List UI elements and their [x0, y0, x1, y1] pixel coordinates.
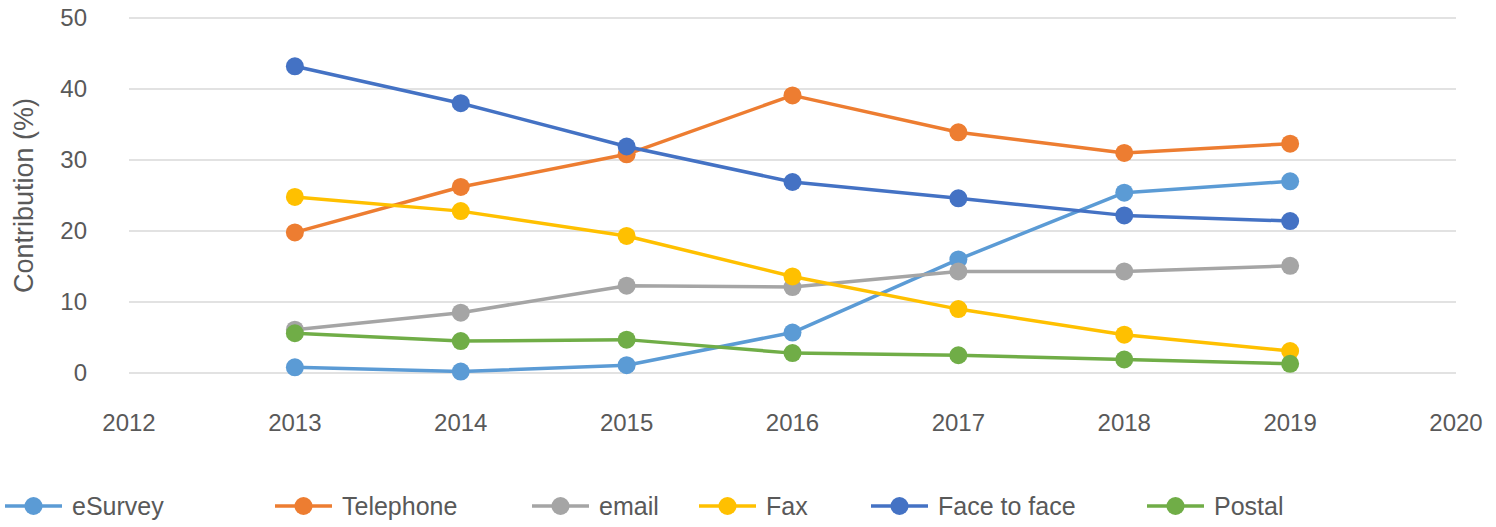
- data-point: [949, 189, 967, 207]
- data-point: [618, 227, 636, 245]
- data-point: [286, 188, 304, 206]
- x-tick-label: 2019: [1263, 409, 1316, 436]
- data-point: [452, 304, 470, 322]
- data-point: [618, 138, 636, 156]
- data-point: [452, 94, 470, 112]
- x-tick-label: 2020: [1429, 409, 1482, 436]
- series-line: [295, 95, 1290, 232]
- grid-line: [129, 372, 1456, 374]
- data-point: [949, 262, 967, 280]
- data-point: [949, 123, 967, 141]
- legend-label: email: [599, 492, 659, 520]
- series-line: [295, 66, 1290, 221]
- x-tick-label: 2016: [766, 409, 819, 436]
- series: [286, 188, 1299, 360]
- y-tick-label: 20: [60, 217, 87, 244]
- series-line: [295, 181, 1290, 371]
- data-point: [286, 223, 304, 241]
- legend-item: eSurvey: [5, 492, 164, 520]
- data-point: [452, 202, 470, 220]
- data-point: [1281, 172, 1299, 190]
- data-point: [1115, 326, 1133, 344]
- legend-label: Face to face: [938, 492, 1076, 520]
- series-line: [295, 333, 1290, 364]
- data-point: [618, 277, 636, 295]
- x-tick-label: 2018: [1098, 409, 1151, 436]
- legend-marker: [891, 497, 909, 515]
- legend-label: Fax: [766, 492, 808, 520]
- legend-item: Face to face: [871, 492, 1076, 520]
- data-point: [452, 178, 470, 196]
- legend: eSurvey Telephone email Fax Face to face Post…: [5, 492, 1283, 520]
- y-tick-label: 0: [74, 359, 87, 386]
- legend-item: Telephone: [275, 492, 457, 520]
- data-point: [784, 267, 802, 285]
- legend-label: Telephone: [342, 492, 457, 520]
- x-tick-label: 2012: [102, 409, 155, 436]
- series: [286, 57, 1299, 230]
- data-point: [1115, 351, 1133, 369]
- series: [286, 257, 1299, 339]
- x-tick-label: 2013: [268, 409, 321, 436]
- data-point: [1115, 206, 1133, 224]
- grid-line: [129, 301, 1456, 303]
- y-tick-label: 40: [60, 75, 87, 102]
- data-point: [286, 57, 304, 75]
- data-point: [949, 300, 967, 318]
- legend-marker: [719, 497, 737, 515]
- chart-svg: 0 10 20 30 40 50 2012 2013 2014 2015 2016 2017 2018 2…: [0, 0, 1496, 527]
- chart-container: 0 10 20 30 40 50 2012 2013 2014 2015 2016 2017 2018 2…: [0, 0, 1496, 527]
- data-point: [618, 356, 636, 374]
- grid-line: [129, 17, 1456, 19]
- data-point: [1115, 184, 1133, 202]
- legend-marker: [295, 497, 313, 515]
- data-point: [618, 331, 636, 349]
- data-point: [949, 346, 967, 364]
- legend-item: email: [532, 492, 659, 520]
- series: [286, 172, 1299, 380]
- x-tick-label: 2017: [932, 409, 985, 436]
- data-point: [784, 344, 802, 362]
- legend-item: Postal: [1147, 492, 1283, 520]
- legend-label: Postal: [1214, 492, 1283, 520]
- series: [286, 86, 1299, 241]
- data-point: [1115, 262, 1133, 280]
- legend-label: eSurvey: [72, 492, 164, 520]
- data-point: [452, 363, 470, 381]
- legend-item: Fax: [699, 492, 808, 520]
- grid-line: [129, 159, 1456, 161]
- data-point: [286, 324, 304, 342]
- grid-line: [129, 230, 1456, 232]
- data-point: [1281, 257, 1299, 275]
- legend-marker: [1167, 497, 1185, 515]
- data-point: [1281, 355, 1299, 373]
- series: [286, 324, 1299, 373]
- data-point: [286, 358, 304, 376]
- data-point: [784, 86, 802, 104]
- series-line: [295, 197, 1290, 351]
- y-tick-label: 50: [60, 4, 87, 31]
- data-point: [1281, 135, 1299, 153]
- grid: [129, 18, 1456, 373]
- legend-marker: [552, 497, 570, 515]
- series-line: [295, 266, 1290, 330]
- data-point: [1281, 212, 1299, 230]
- y-tick-label: 10: [60, 288, 87, 315]
- data-point: [452, 332, 470, 350]
- data-point: [784, 324, 802, 342]
- data-point: [784, 173, 802, 191]
- data-point: [1115, 144, 1133, 162]
- legend-marker: [25, 497, 43, 515]
- y-axis-label: Contribution (%): [9, 98, 39, 293]
- y-tick-label: 30: [60, 146, 87, 173]
- plot-area: [286, 57, 1299, 380]
- x-tick-label: 2015: [600, 409, 653, 436]
- x-tick-label: 2014: [434, 409, 487, 436]
